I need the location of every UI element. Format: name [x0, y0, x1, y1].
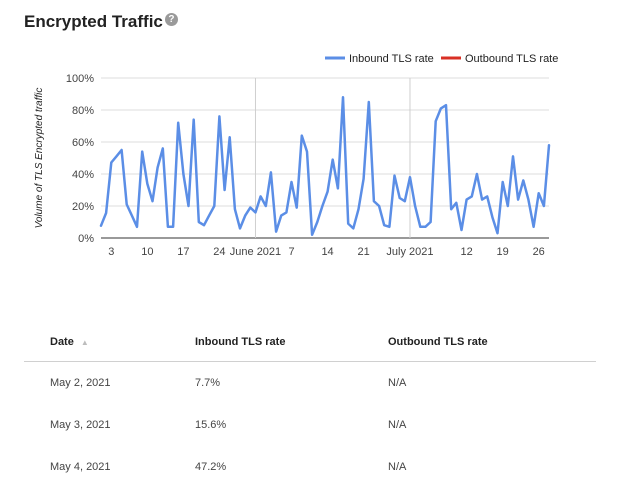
- encrypted-traffic-chart: 0% 20% 40% 60% 80% 100% 3 10 17 24 June 2021 7 14 21 J…: [34, 53, 558, 258]
- inbound-cell: 7.7%: [195, 377, 221, 389]
- x-tick-label: 24: [213, 246, 225, 258]
- y-tick-label: 20%: [72, 201, 94, 213]
- x-tick-label: 21: [357, 246, 369, 258]
- y-tick-label: 40%: [72, 169, 94, 181]
- sort-up-icon[interactable]: ▲: [80, 338, 89, 347]
- outbound-cell: N/A: [388, 419, 407, 431]
- title-text: Encrypted Traffic: [24, 12, 163, 31]
- y-tick-label: 80%: [72, 105, 94, 117]
- table-row: May 4, 2021 47.2% N/A: [24, 446, 596, 488]
- x-tick-label: 17: [177, 246, 189, 258]
- date-cell: May 2, 2021: [50, 377, 111, 389]
- table-row: May 3, 2021 15.6% N/A: [24, 404, 596, 446]
- legend-label[interactable]: Inbound TLS rate: [349, 53, 434, 65]
- x-tick-label: 19: [497, 246, 509, 258]
- outbound-column-header[interactable]: Outbound TLS rate: [388, 336, 488, 348]
- outbound-cell: N/A: [388, 377, 407, 389]
- date-column-header[interactable]: Date ▲: [24, 336, 195, 348]
- y-axis-label: Volume of TLS Encrypted traffic: [34, 88, 45, 229]
- date-cell: May 3, 2021: [50, 419, 111, 431]
- x-tick-label: 26: [533, 246, 545, 258]
- y-tick-label: 0%: [78, 233, 94, 245]
- y-tick-label: 60%: [72, 137, 94, 149]
- date-cell: May 4, 2021: [50, 461, 111, 473]
- x-tick-label: 12: [460, 246, 472, 258]
- x-tick-label: 14: [321, 246, 333, 258]
- table-row: May 2, 2021 7.7% N/A: [24, 362, 596, 404]
- inbound-column-header[interactable]: Inbound TLS rate: [195, 336, 286, 348]
- x-tick-label: July 2021: [386, 246, 433, 258]
- x-tick-label: 10: [141, 246, 153, 258]
- legend-label[interactable]: Outbound TLS rate: [465, 53, 558, 65]
- page-title: Encrypted Traffic ?: [24, 12, 178, 32]
- x-tick-label: June 2021: [230, 246, 281, 258]
- table-header: Date ▲ Inbound TLS rate Outbound TLS rat…: [24, 323, 596, 362]
- traffic-table: Date ▲ Inbound TLS rate Outbound TLS rat…: [24, 323, 596, 488]
- inbound-cell: 15.6%: [195, 419, 227, 431]
- series-line-inbound: [99, 95, 551, 237]
- x-tick-label: 3: [108, 246, 114, 258]
- question-circle-icon[interactable]: ?: [164, 12, 178, 26]
- y-tick-label: 100%: [66, 73, 94, 85]
- inbound-cell: 47.2%: [195, 461, 227, 473]
- x-tick-label: 7: [288, 246, 294, 258]
- outbound-cell: N/A: [388, 461, 407, 473]
- date-header-label: Date: [50, 336, 74, 348]
